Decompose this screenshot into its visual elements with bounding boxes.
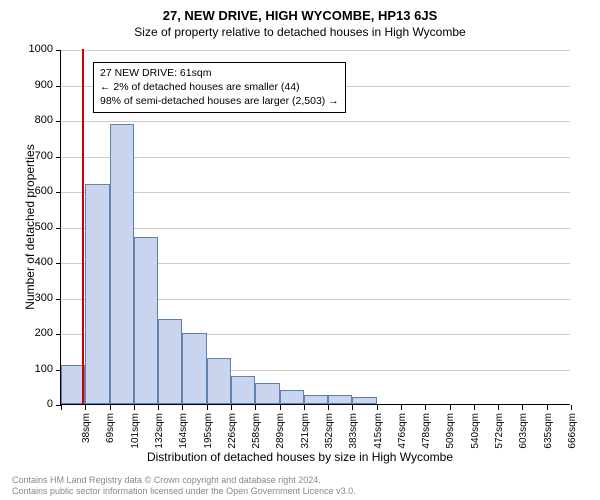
x-tick-label: 69sqm [105, 413, 116, 453]
info-box-line: 98% of semi-detached houses are larger (… [100, 94, 339, 108]
info-box-line: 27 NEW DRIVE: 61sqm [100, 66, 339, 80]
x-tick [450, 405, 451, 410]
y-tick-label: 100 [23, 363, 53, 375]
x-tick [401, 405, 402, 410]
histogram-bar [352, 397, 376, 404]
histogram-bar [134, 237, 158, 404]
y-tick [56, 50, 61, 51]
footer-text: Contains HM Land Registry data © Crown c… [12, 475, 356, 498]
y-tick [56, 192, 61, 193]
x-tick-label: 666sqm [567, 413, 578, 453]
gridline [61, 228, 570, 229]
y-tick [56, 157, 61, 158]
x-tick [85, 405, 86, 410]
y-tick [56, 334, 61, 335]
x-tick-label: 132sqm [154, 413, 165, 453]
x-tick-label: 164sqm [178, 413, 189, 453]
gridline [61, 121, 570, 122]
x-tick-label: 478sqm [421, 413, 432, 453]
histogram-bar [328, 395, 352, 404]
x-tick [134, 405, 135, 410]
chart-title: 27, NEW DRIVE, HIGH WYCOMBE, HP13 6JS [0, 0, 600, 23]
chart-container: 27, NEW DRIVE, HIGH WYCOMBE, HP13 6JS Si… [0, 0, 600, 500]
x-tick [377, 405, 378, 410]
x-tick [110, 405, 111, 410]
x-tick-label: 289sqm [275, 413, 286, 453]
footer-line-1: Contains HM Land Registry data © Crown c… [12, 475, 356, 486]
histogram-bar [182, 333, 206, 404]
x-tick [231, 405, 232, 410]
x-tick [522, 405, 523, 410]
x-tick-label: 603sqm [518, 413, 529, 453]
y-tick-label: 700 [23, 150, 53, 162]
chart-subtitle: Size of property relative to detached ho… [0, 23, 600, 39]
y-tick [56, 263, 61, 264]
x-tick-label: 101sqm [130, 413, 141, 453]
y-tick-label: 300 [23, 292, 53, 304]
info-box-line: ← 2% of detached houses are smaller (44) [100, 80, 339, 94]
x-tick-label: 226sqm [227, 413, 238, 453]
histogram-bar [304, 395, 328, 404]
x-tick [547, 405, 548, 410]
histogram-bar [158, 319, 182, 404]
x-tick-label: 476sqm [397, 413, 408, 453]
y-tick-label: 1000 [23, 43, 53, 55]
y-tick-label: 800 [23, 114, 53, 126]
histogram-bar [85, 184, 109, 404]
footer-line-2: Contains public sector information licen… [12, 486, 356, 497]
histogram-bar [231, 376, 255, 404]
y-tick-label: 600 [23, 185, 53, 197]
x-tick [474, 405, 475, 410]
x-tick [158, 405, 159, 410]
x-tick-label: 195sqm [203, 413, 214, 453]
x-tick [498, 405, 499, 410]
x-tick [61, 405, 62, 410]
x-tick-label: 572sqm [494, 413, 505, 453]
y-tick-label: 500 [23, 221, 53, 233]
y-tick [56, 86, 61, 87]
y-tick [56, 299, 61, 300]
x-tick-label: 415sqm [373, 413, 384, 453]
y-tick-label: 900 [23, 79, 53, 91]
x-tick [571, 405, 572, 410]
x-tick [207, 405, 208, 410]
y-tick [56, 121, 61, 122]
gridline [61, 50, 570, 51]
histogram-bar [207, 358, 231, 404]
x-tick [280, 405, 281, 410]
y-tick-label: 200 [23, 327, 53, 339]
x-tick-label: 352sqm [324, 413, 335, 453]
x-tick [352, 405, 353, 410]
x-tick [304, 405, 305, 410]
gridline [61, 192, 570, 193]
x-tick [182, 405, 183, 410]
x-tick [328, 405, 329, 410]
x-tick-label: 540sqm [470, 413, 481, 453]
info-box: 27 NEW DRIVE: 61sqm← 2% of detached hous… [93, 62, 346, 113]
histogram-bar [280, 390, 304, 404]
x-tick-label: 258sqm [251, 413, 262, 453]
x-tick-label: 635sqm [543, 413, 554, 453]
x-tick-label: 383sqm [348, 413, 359, 453]
x-axis-title: Distribution of detached houses by size … [0, 450, 600, 464]
x-tick-label: 38sqm [81, 413, 92, 453]
x-tick [425, 405, 426, 410]
x-tick-label: 509sqm [445, 413, 456, 453]
y-tick-label: 0 [23, 398, 53, 410]
x-tick [255, 405, 256, 410]
reference-line [82, 49, 84, 404]
gridline [61, 157, 570, 158]
y-tick [56, 228, 61, 229]
histogram-bar [110, 124, 134, 404]
y-tick-label: 400 [23, 256, 53, 268]
plot-area: 0100200300400500600700800900100038sqm69s… [60, 50, 570, 405]
x-tick-label: 321sqm [300, 413, 311, 453]
histogram-bar [255, 383, 279, 404]
